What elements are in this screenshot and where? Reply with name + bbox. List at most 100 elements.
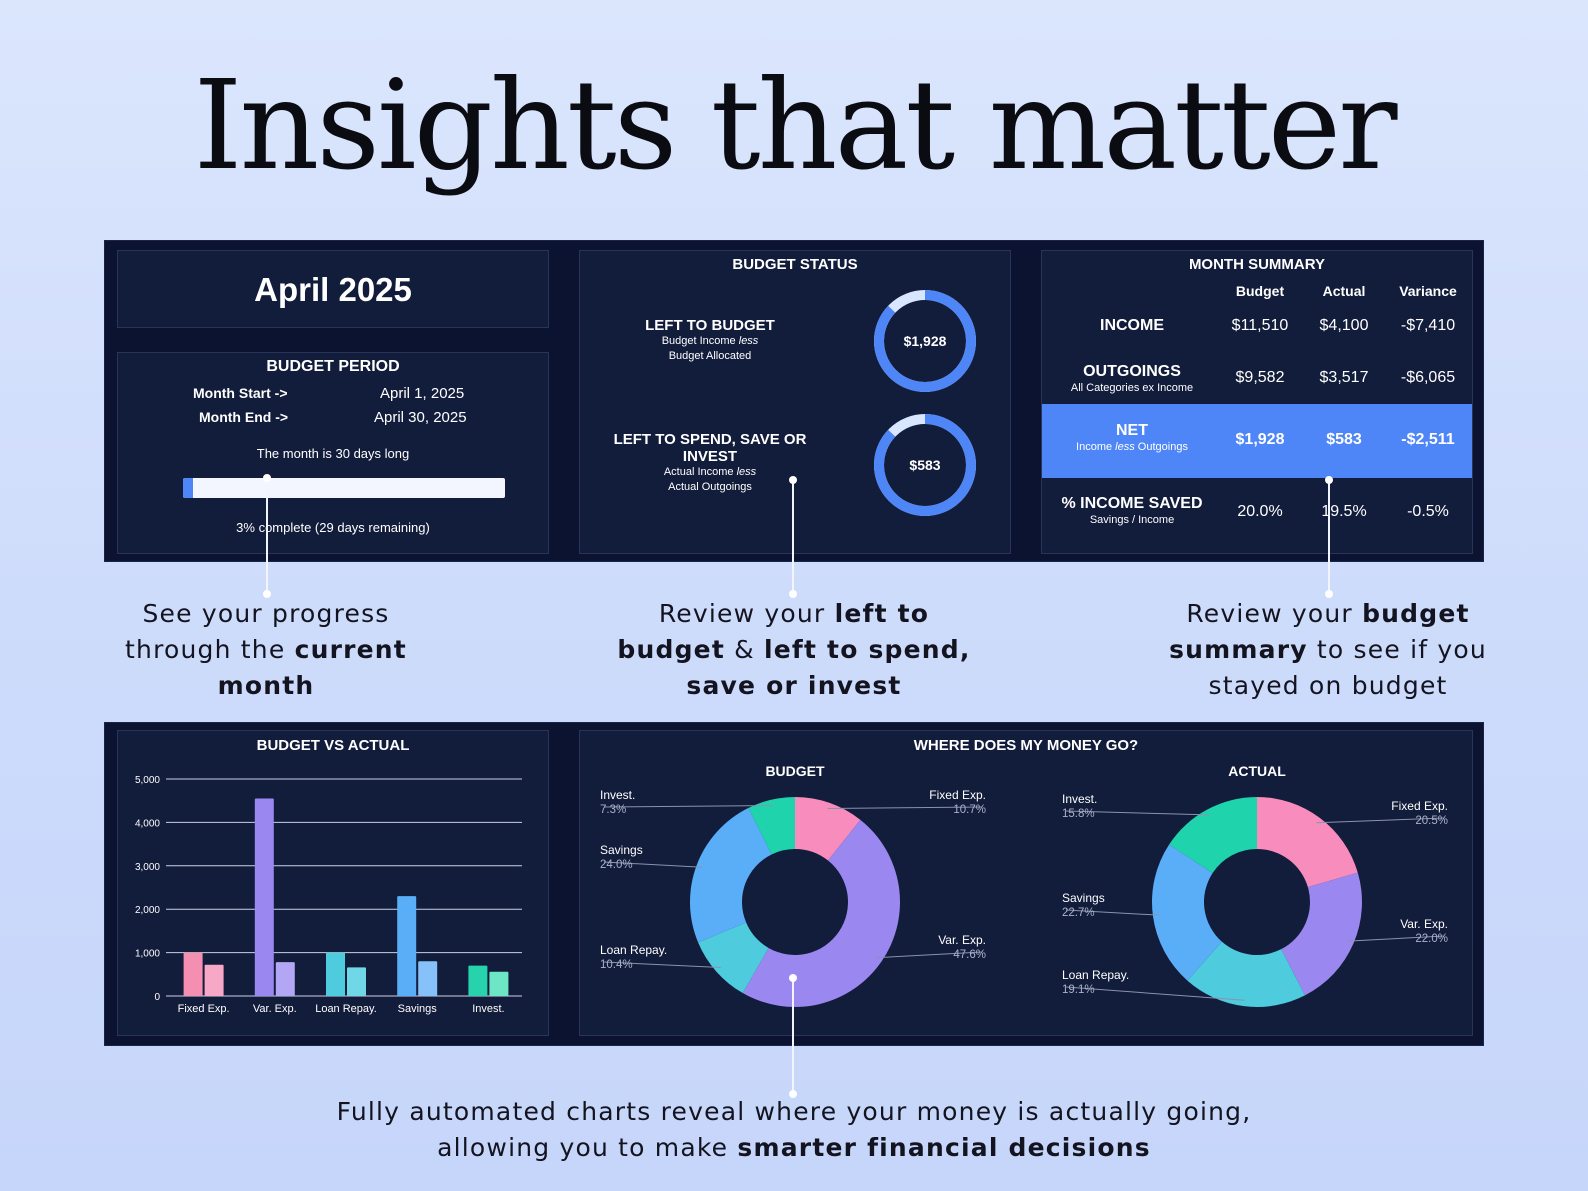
connector-progress (266, 478, 268, 594)
connector-dot (789, 974, 797, 982)
donut-slice (748, 797, 795, 855)
budget-period-title: BUDGET PERIOD (266, 358, 400, 375)
income-saved-variance: -0.5% (1407, 503, 1449, 520)
donut-slice (1281, 872, 1362, 996)
caption-charts-line2: allowing you to make (437, 1133, 738, 1162)
donut-slice (690, 807, 772, 943)
y-tick-label: 1,000 (135, 949, 160, 960)
slice-label: Fixed Exp. (929, 788, 986, 802)
caption-summary-line3: stayed on budget (1208, 671, 1448, 700)
left-to-spend-sub-less: less (736, 466, 757, 478)
month-progress-text: 3% complete (29 days remaining) (236, 520, 430, 535)
caption-summary-line2: to see if you (1307, 635, 1487, 664)
x-tick-label: Var. Exp. (253, 1003, 297, 1015)
income-saved-label: % INCOME SAVED (1061, 495, 1203, 512)
leader-line (1065, 986, 1245, 1001)
slice-pct: 20.5% (1415, 815, 1448, 827)
budget-status-title: BUDGET STATUS (732, 256, 858, 273)
slice-label: Invest. (1062, 792, 1097, 806)
donut-slice (698, 922, 769, 994)
leader-line (1065, 810, 1210, 816)
caption-status-bold1: left to (834, 599, 930, 628)
month-start-value: April 1, 2025 (380, 385, 465, 402)
month-summary-panel: MONTH SUMMARY Budget Actual Variance INC… (1041, 250, 1473, 554)
net-sub: Income less Outgoings (1042, 441, 1222, 453)
connector-dot (789, 1090, 797, 1098)
col-header-actual: Actual (1322, 283, 1366, 299)
summary-row-net: NET Income less Outgoings $1,928 $583 -$2… (1042, 404, 1472, 478)
left-to-budget-sub: Budget Income less Budget Allocated (610, 334, 810, 364)
leader-line (603, 805, 773, 808)
caption-progress-line2: through the (125, 635, 295, 664)
month-progress-bar (183, 478, 505, 498)
caption-progress-line1: See your progress (142, 599, 390, 628)
caption-status-amp: & (724, 635, 764, 664)
caption-charts-bold: smarter financial decisions (737, 1133, 1151, 1162)
caption-charts: Fully automated charts reveal where your… (194, 1094, 1394, 1166)
month-end-label: Month End -> (199, 409, 289, 425)
x-tick-label: Loan Repay. (315, 1003, 377, 1015)
net-sub-a: Income (1076, 441, 1113, 453)
bar-budget (397, 896, 417, 996)
slice-label: Fixed Exp. (1391, 799, 1448, 813)
x-tick-label: Savings (398, 1003, 438, 1015)
caption-status-line3: save or invest (686, 671, 902, 700)
bar-actual (418, 961, 438, 996)
y-tick-label: 5,000 (135, 775, 160, 786)
left-to-budget-label: LEFT TO BUDGET (645, 317, 775, 334)
income-saved-actual: 19.5% (1321, 503, 1367, 520)
net-budget: $1,928 (1235, 431, 1285, 448)
caption-status-bold2: budget (617, 635, 725, 664)
slice-label: Invest. (600, 788, 635, 802)
left-to-spend-sub: Actual Income less Actual Outgoings (600, 465, 820, 495)
connector-dot (263, 590, 271, 598)
summary-row-label: % INCOME SAVED Savings / Income (1042, 495, 1222, 526)
x-tick-label: Fixed Exp. (178, 1003, 230, 1015)
slice-pct: 10.4% (600, 959, 633, 971)
connector-charts (792, 978, 794, 1094)
left-to-spend-label-1: LEFT TO SPEND, SAVE OR (613, 431, 807, 448)
y-tick-label: 0 (154, 992, 160, 1003)
bar-budget (254, 798, 274, 996)
outgoings-sub: All Categories ex Income (1070, 382, 1194, 394)
leader-line (1316, 817, 1445, 824)
outgoings-actual: $3,517 (1319, 369, 1369, 386)
connector-dot (1325, 476, 1333, 484)
bar-actual (204, 964, 224, 996)
money-go-panel: WHERE DOES MY MONEY GO? BUDGET Fixed Exp.… (579, 730, 1473, 1036)
left-to-spend-sub-a: Actual Income (663, 466, 734, 478)
net-variance: -$2,511 (1401, 431, 1455, 448)
summary-row-income-saved: % INCOME SAVED Savings / Income 20.0% 19.… (1042, 495, 1472, 555)
leader-line (1065, 909, 1159, 916)
connector-dot (263, 474, 271, 482)
page-headline: Insights that matter (193, 54, 1398, 198)
slice-label: Savings (1062, 891, 1105, 905)
caption-progress-line3: month (217, 671, 315, 700)
left-to-spend-label-2: INVEST (682, 448, 738, 465)
caption-progress-bold: current (294, 635, 407, 664)
slice-label: Loan Repay. (1062, 968, 1129, 982)
leader-line (1347, 935, 1445, 942)
slice-label: Savings (600, 843, 643, 857)
summary-row-label: INCOME (1042, 317, 1222, 335)
donut-slice (1257, 797, 1358, 888)
income-label: INCOME (1100, 317, 1164, 334)
caption-status-bold3: left to spend, (763, 635, 971, 664)
left-to-spend-sub-b: Actual Outgoings (668, 481, 752, 493)
slice-label: Loan Repay. (600, 943, 667, 957)
slice-pct: 15.8% (1062, 808, 1095, 820)
income-budget: $11,510 (1231, 317, 1289, 334)
slice-pct: 24.0% (600, 859, 633, 871)
y-tick-label: 4,000 (135, 818, 160, 829)
left-to-budget-block: LEFT TO BUDGET Budget Income less Budget … (610, 317, 810, 364)
slice-pct: 22.0% (1415, 933, 1448, 945)
col-header-budget: Budget (1235, 283, 1285, 299)
net-sub-less: less (1115, 441, 1135, 453)
income-saved-sub: Savings / Income (1089, 514, 1175, 526)
bar-budget (326, 952, 345, 996)
donut-subtitle: BUDGET (765, 763, 825, 779)
donut-chart-title: WHERE DOES MY MONEY GO? (913, 737, 1139, 754)
connector-dot (1325, 590, 1333, 598)
donut-slice (742, 819, 900, 1007)
summary-row-label: NET Income less Outgoings (1042, 422, 1222, 453)
